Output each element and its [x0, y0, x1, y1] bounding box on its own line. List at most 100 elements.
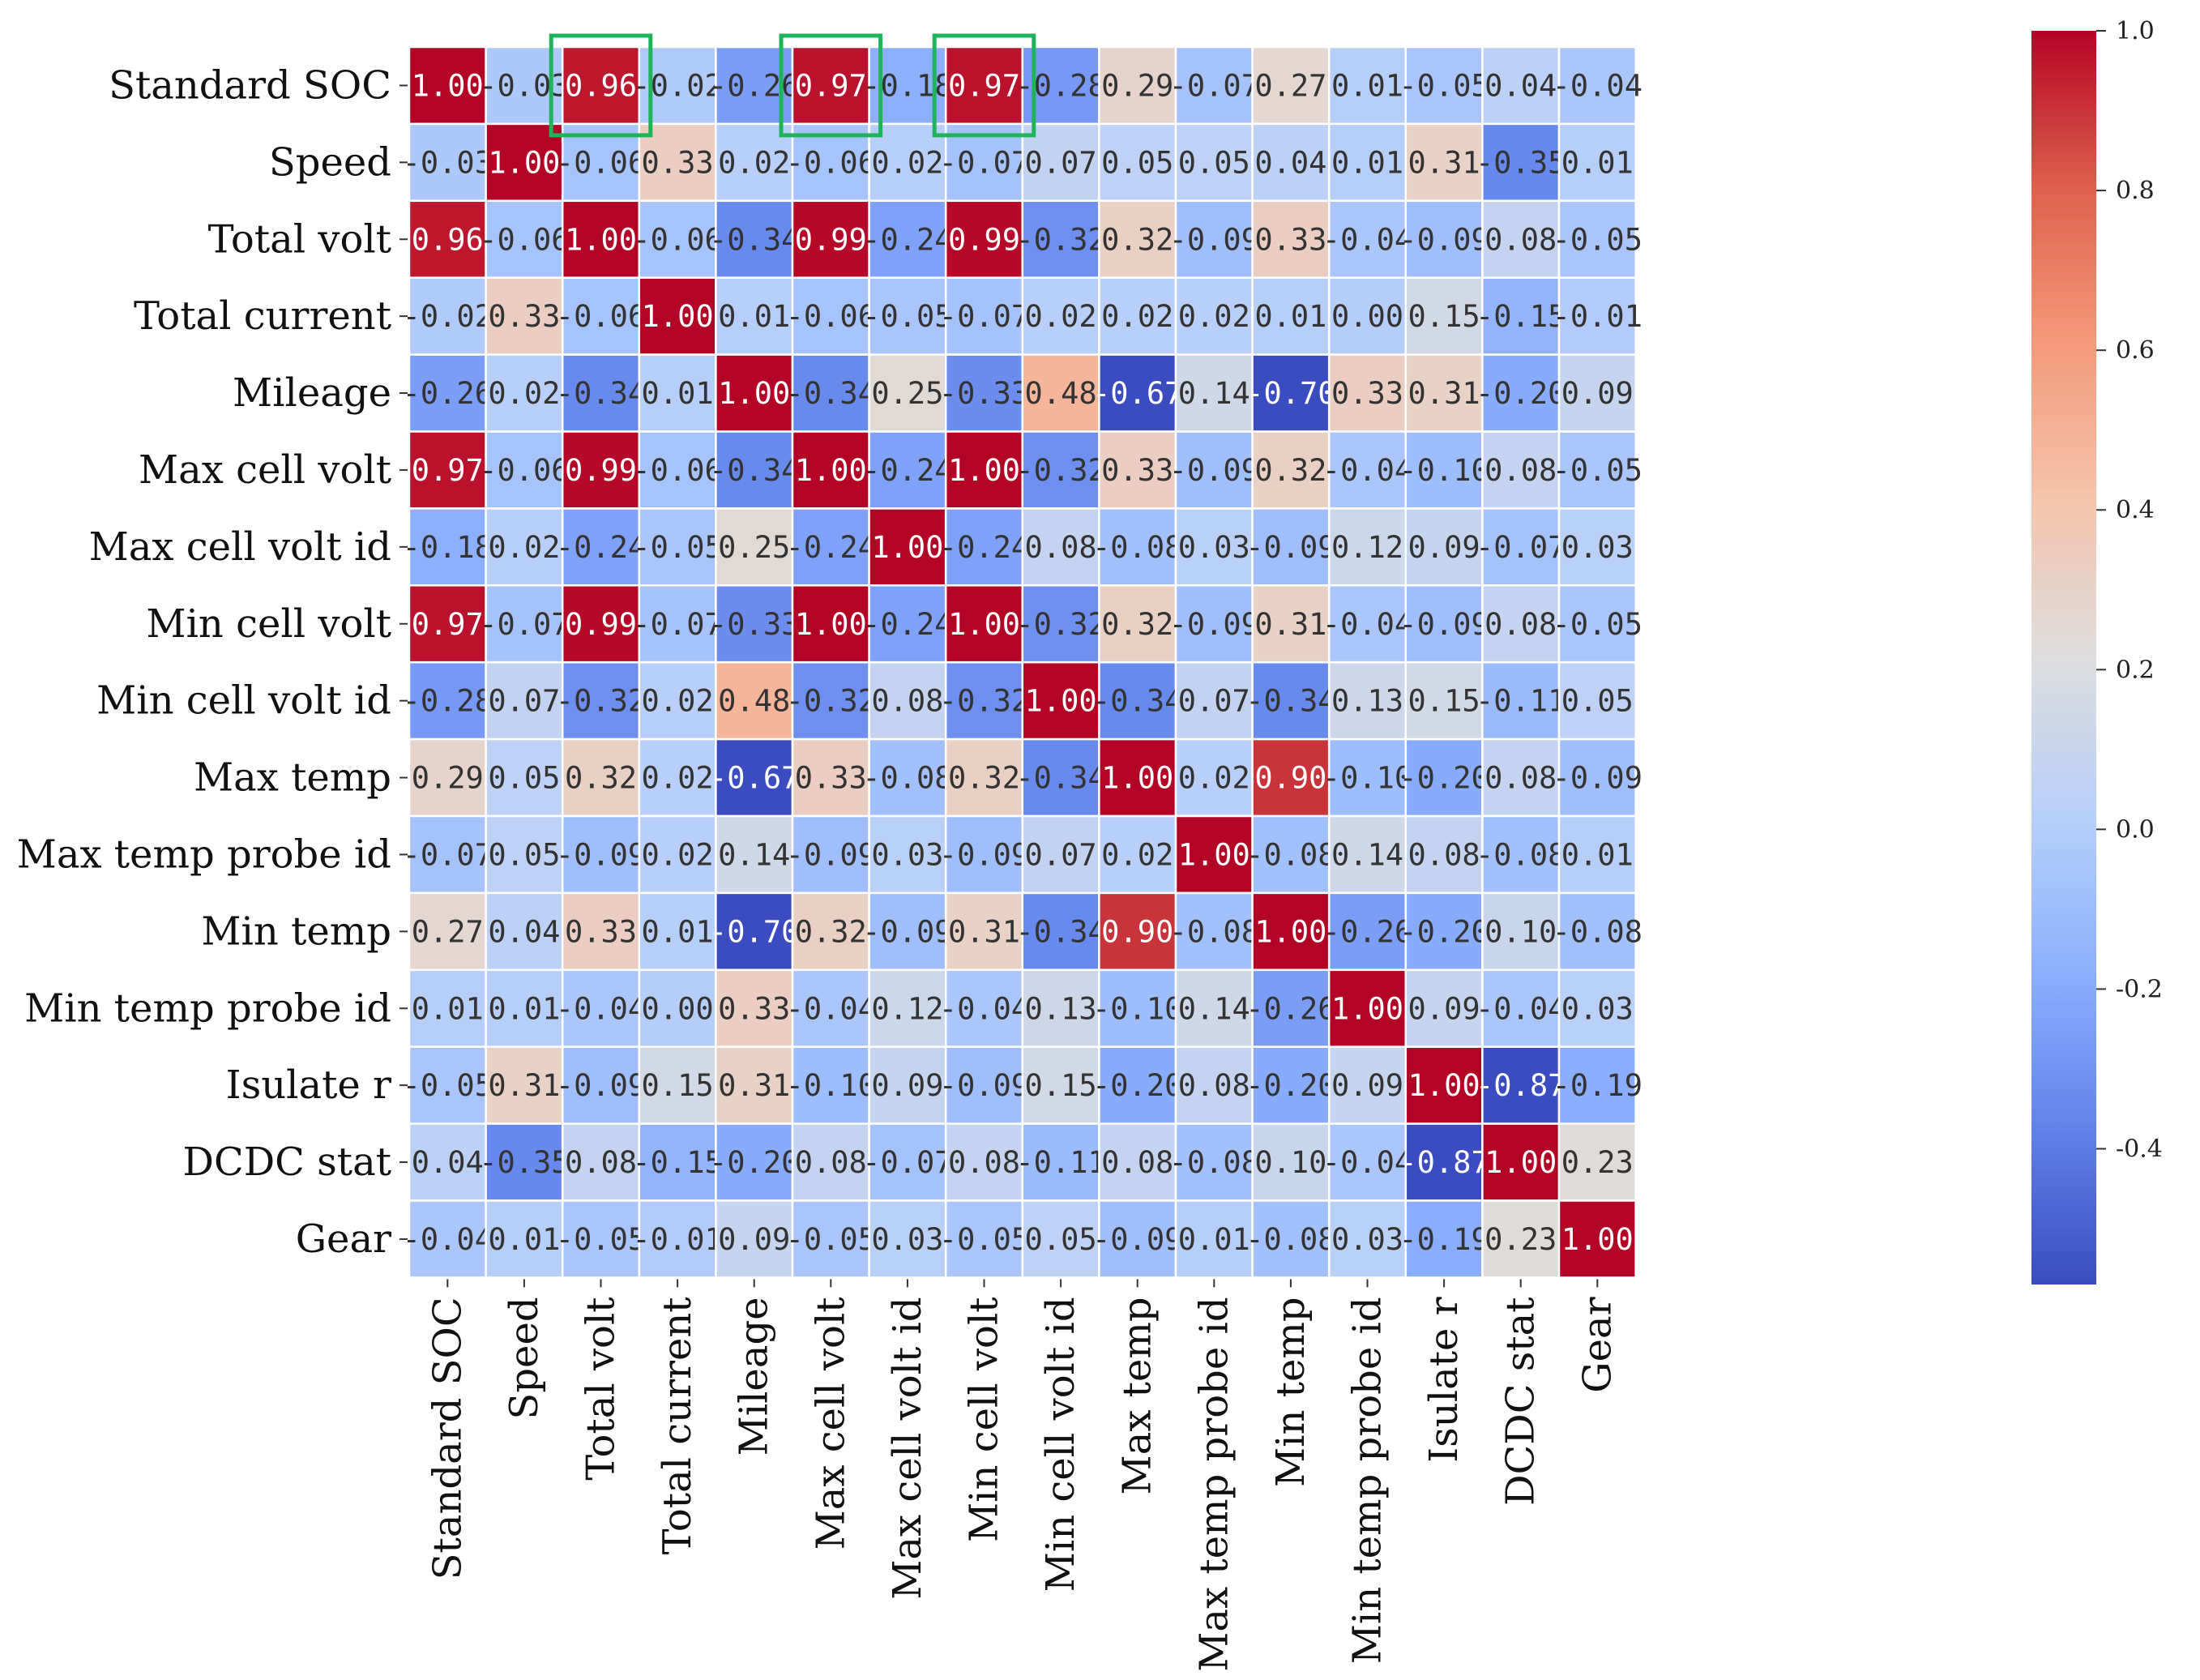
cell-value-label: 1.00 [1561, 1222, 1634, 1257]
cell-value-label: 0.31 [1408, 376, 1480, 411]
cell-value-label: -0.32 [939, 684, 1029, 719]
cell-value-label: 0.33 [565, 914, 637, 949]
cell-value-label: -0.06 [479, 453, 569, 488]
heatmap-cell [1404, 814, 1484, 895]
cell-value-label: -0.67 [709, 761, 799, 796]
cell-value-label: -0.08 [1169, 1145, 1259, 1180]
x-tick-label: Min temp [1268, 1297, 1314, 1487]
heatmap-cell [944, 199, 1024, 279]
cell-value-label: 0.00 [1331, 299, 1403, 334]
cell-value-label: 0.13 [1331, 684, 1403, 719]
colorbar-tick-label: 1.0 [2116, 17, 2155, 45]
cell-value-label: -0.26 [1322, 914, 1412, 949]
cell-value-label: -0.26 [403, 376, 493, 411]
heatmap-cell [1481, 122, 1561, 203]
heatmap-cell [561, 584, 641, 664]
cell-value-label: -0.01 [632, 1222, 722, 1257]
x-tick-label: Max cell volt [808, 1297, 853, 1550]
heatmap-cell [1481, 430, 1561, 510]
heatmap-cell [1481, 507, 1561, 587]
cell-value-label: -0.06 [786, 145, 876, 180]
heatmap-cell [1098, 660, 1177, 741]
cell-value-label: 0.32 [795, 914, 867, 949]
x-tick-label: Standard SOC [425, 1297, 470, 1580]
y-tick-label: Max cell volt id [89, 524, 391, 570]
heatmap-cell [1174, 584, 1254, 664]
cell-value-label: -0.06 [556, 145, 646, 180]
cell-value-label: 0.14 [718, 837, 790, 872]
cell-value-label: 0.09 [1331, 1068, 1403, 1103]
x-tick-label: Total volt [579, 1297, 624, 1480]
heatmap-cell [485, 353, 564, 433]
cell-value-label: 0.31 [488, 1068, 560, 1103]
cell-value-label: 0.29 [412, 761, 484, 796]
heatmap-cell [1021, 1045, 1100, 1125]
cell-value-label: -0.07 [862, 1145, 952, 1180]
cell-value-label: -0.05 [1553, 607, 1643, 642]
cell-value-label: 0.08 [1484, 222, 1557, 257]
cell-value-label: 0.07 [1178, 684, 1250, 719]
heatmap-cell [1481, 45, 1561, 126]
cell-value-label: -0.28 [1015, 68, 1105, 103]
cell-value-label: 0.97 [795, 68, 867, 103]
cell-value-label: -0.10 [1092, 991, 1182, 1026]
cell-value-label: 1.00 [565, 222, 637, 257]
x-tick-label: Max cell volt id [885, 1297, 930, 1599]
heatmap-cell [1174, 968, 1254, 1048]
cell-value-label: 0.05 [488, 837, 560, 872]
heatmap-cell [1174, 430, 1254, 510]
cell-value-label: 0.13 [1025, 991, 1097, 1026]
cell-value-label: -0.07 [632, 607, 722, 642]
cell-value-label: -0.33 [709, 607, 799, 642]
heatmap-cell [408, 1045, 487, 1125]
heatmap-cell [1557, 660, 1637, 741]
cell-value-label: -0.33 [939, 376, 1029, 411]
cell-value-label: 1.00 [412, 68, 484, 103]
cell-value-label: 0.15 [1408, 299, 1480, 334]
cell-value-label: -0.07 [1476, 530, 1566, 565]
cell-value-label: 0.32 [1101, 607, 1173, 642]
heatmap-cell [1481, 353, 1561, 433]
heatmap-cell [1557, 891, 1637, 972]
cell-value-label: 0.31 [718, 1068, 790, 1103]
cell-value-label: -0.04 [786, 991, 876, 1026]
heatmap-cell [638, 814, 717, 895]
heatmap-cell [1404, 122, 1484, 203]
cell-value-label: 0.02 [488, 530, 560, 565]
cell-value-label: -0.10 [786, 1068, 876, 1103]
heatmap-cell [944, 1122, 1024, 1202]
cell-value-label: 0.01 [642, 376, 714, 411]
heatmap-cell [791, 584, 870, 664]
heatmap-cell [1404, 276, 1484, 356]
heatmap-cell [868, 276, 947, 356]
cell-value-label: -0.20 [1092, 1068, 1182, 1103]
cell-value-label: 0.05 [1561, 684, 1634, 719]
cell-value-label: -0.07 [479, 607, 569, 642]
heatmap-cell [1557, 430, 1637, 510]
heatmap-cell [1098, 45, 1177, 126]
cell-value-label: -0.20 [709, 1145, 799, 1180]
heatmap-cell [408, 1122, 487, 1202]
cell-value-label: -0.04 [1322, 1145, 1412, 1180]
cell-value-label: 0.32 [1254, 453, 1326, 488]
heatmap-cell [1327, 430, 1408, 510]
cell-value-label: 0.33 [1254, 222, 1326, 257]
heatmap-cell [1557, 45, 1637, 126]
heatmap-cell [408, 968, 487, 1048]
cell-value-label: 0.97 [412, 453, 484, 488]
cell-value-label: 0.23 [1484, 1222, 1557, 1257]
cell-value-label: -0.04 [939, 991, 1029, 1026]
heatmap-cell [1098, 353, 1177, 433]
x-tick-label: Speed [502, 1297, 547, 1419]
cell-value-label: -0.08 [862, 761, 952, 796]
heatmap-cell [1098, 1199, 1177, 1279]
y-tick-label: Min temp [201, 908, 391, 954]
heatmap-cell [1481, 968, 1561, 1048]
cell-value-label: -0.26 [709, 68, 799, 103]
heatmap-cell [715, 1199, 794, 1279]
cell-value-label: 1.00 [1408, 1068, 1480, 1103]
cell-value-label: -0.28 [403, 684, 493, 719]
cell-value-label: 0.05 [1178, 145, 1250, 180]
heatmap-cell [561, 276, 641, 356]
cell-value-label: -0.05 [786, 1222, 876, 1257]
